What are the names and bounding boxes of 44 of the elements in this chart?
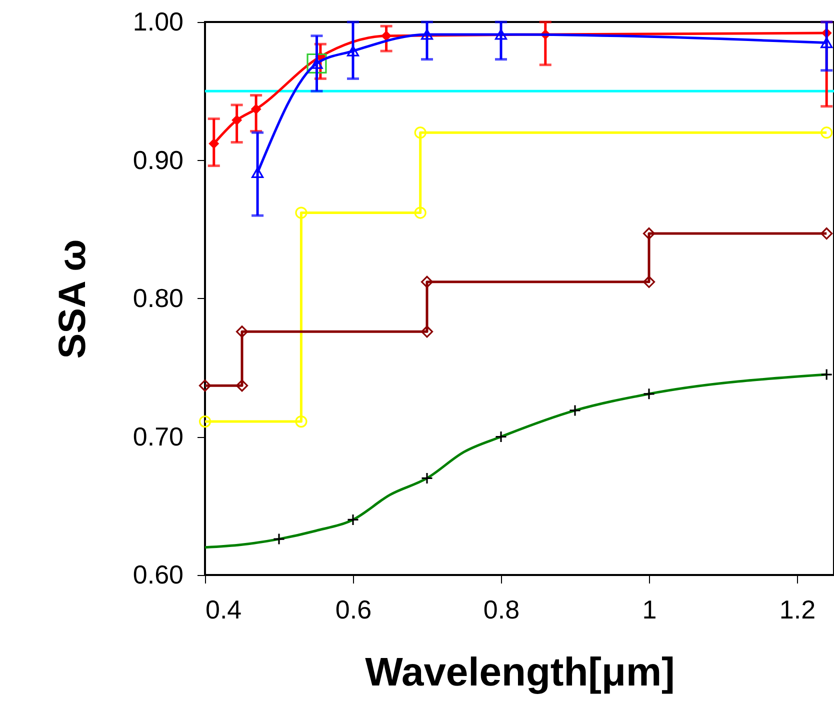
point [568, 404, 582, 417]
point [236, 326, 248, 338]
point [820, 126, 833, 139]
point [820, 227, 833, 240]
point [414, 206, 426, 219]
point [420, 472, 434, 484]
point [272, 533, 286, 546]
y-tick-label: 0.90 [132, 144, 184, 175]
point [295, 206, 308, 219]
x-tick-label: 0.8 [483, 594, 520, 624]
point [346, 514, 360, 526]
point [420, 29, 434, 40]
point [306, 53, 327, 74]
point [420, 276, 434, 288]
point [208, 138, 220, 149]
line-series [204, 373, 828, 549]
point [251, 167, 264, 178]
point [420, 326, 434, 338]
point [381, 30, 392, 42]
point [642, 227, 656, 240]
point [232, 114, 242, 126]
point [295, 416, 308, 428]
y-tick-label: 0.80 [132, 283, 184, 313]
y-axis-title: SSA ω [52, 239, 94, 359]
x-tick-label: 1.2 [779, 594, 816, 624]
y-tick-label: 0.60 [132, 560, 184, 590]
x-axis-title: Wavelength[μm] [365, 650, 675, 694]
point [494, 29, 508, 40]
point [642, 276, 656, 288]
point [820, 368, 833, 381]
point [414, 126, 426, 139]
point [346, 46, 360, 56]
point [198, 416, 212, 428]
point [494, 430, 508, 443]
point [820, 37, 833, 48]
x-tick-label: 1 [642, 594, 657, 624]
y-tick-label: 0.70 [132, 421, 184, 452]
y-tick-label: 1.00 [132, 6, 184, 36]
point [236, 380, 248, 392]
x-tick-label: 0.4 [206, 594, 242, 624]
point [198, 380, 212, 392]
x-tick-label: 0.6 [335, 594, 372, 624]
point [250, 104, 262, 114]
point [642, 388, 656, 400]
